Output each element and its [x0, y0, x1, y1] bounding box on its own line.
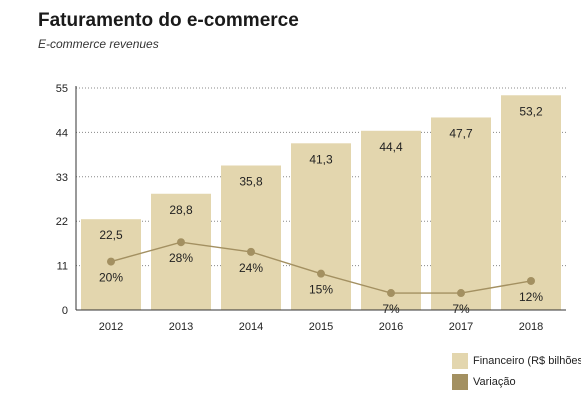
legend-item-line: Variação [452, 373, 581, 391]
chart-subtitle: E-commerce revenues [38, 37, 159, 51]
legend-item-bars: Financeiro (R$ bilhões) [452, 352, 581, 370]
y-tick-label: 11 [57, 261, 68, 273]
variation-label: 20% [99, 271, 123, 285]
bar-series [81, 95, 561, 310]
chart-title: Faturamento do e-commerce [38, 10, 299, 31]
bar-value-label: 47,7 [449, 126, 473, 140]
bar-value-labels: 22,5 28,8 35,8 41,3 44,4 47,7 53,2 [99, 104, 543, 242]
variation-point [527, 276, 535, 285]
bar-value-label: 22,5 [99, 228, 123, 242]
x-tick-label: 2015 [309, 321, 333, 333]
variation-label: 15% [309, 283, 333, 297]
axes [75, 86, 566, 311]
variation-point [107, 257, 115, 266]
legend-label-line: Variação [473, 376, 516, 388]
x-tick-label: 2013 [169, 321, 193, 333]
variation-label: 24% [239, 261, 263, 275]
bar [431, 117, 491, 310]
bar-value-label: 35,8 [239, 174, 263, 188]
x-tick-label: 2014 [239, 321, 263, 333]
variation-label: 28% [169, 251, 193, 265]
x-tick-label: 2016 [379, 321, 403, 333]
bar-value-label: 28,8 [169, 203, 193, 217]
variation-label: 12% [519, 290, 543, 304]
y-tick-labels: 0 11 22 33 44 55 [56, 83, 68, 317]
variation-point [387, 289, 395, 298]
x-tick-label: 2017 [449, 321, 473, 333]
bar [291, 143, 351, 310]
variation-point [457, 289, 465, 298]
bar [361, 130, 421, 310]
variation-point [247, 247, 255, 256]
y-tick-label: 44 [56, 127, 68, 139]
legend-swatch-line [452, 374, 468, 390]
y-tick-label: 33 [56, 172, 68, 184]
x-tick-labels: 2012 2013 2014 2015 2016 2017 2018 [99, 321, 543, 333]
variation-label: 7% [382, 302, 400, 316]
bar-value-label: 53,2 [519, 104, 543, 118]
variation-point [177, 238, 185, 247]
bar-value-label: 41,3 [309, 152, 333, 166]
bar-value-label: 44,4 [379, 140, 403, 154]
y-tick-label: 55 [56, 83, 68, 95]
bar [501, 95, 561, 310]
line-value-labels: 20% 28% 24% 15% 7% 7% 12% [99, 251, 543, 316]
line-series [107, 238, 535, 298]
x-tick-label: 2012 [99, 321, 123, 333]
variation-point [317, 269, 325, 278]
bar [221, 165, 281, 310]
legend-swatch-bars [452, 353, 468, 369]
y-tick-label: 22 [56, 216, 68, 228]
x-tick-label: 2018 [519, 321, 543, 333]
legend-label-bars: Financeiro (R$ bilhões) [473, 355, 581, 367]
y-tick-label: 0 [62, 305, 68, 317]
bar [151, 193, 211, 310]
legend: Financeiro (R$ bilhões) Variação [452, 352, 581, 394]
variation-label: 7% [452, 302, 470, 316]
